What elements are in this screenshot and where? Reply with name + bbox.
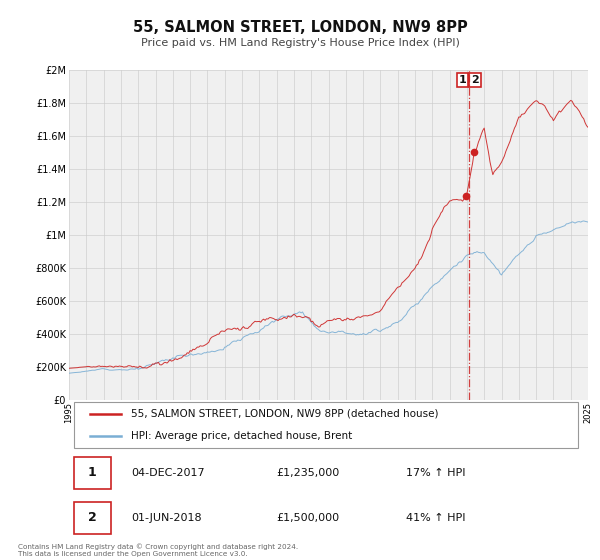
Text: 1: 1: [88, 466, 97, 479]
Text: Price paid vs. HM Land Registry's House Price Index (HPI): Price paid vs. HM Land Registry's House …: [140, 38, 460, 48]
Text: 55, SALMON STREET, LONDON, NW9 8PP: 55, SALMON STREET, LONDON, NW9 8PP: [133, 20, 467, 35]
Text: 41% ↑ HPI: 41% ↑ HPI: [406, 513, 466, 523]
Text: HPI: Average price, detached house, Brent: HPI: Average price, detached house, Bren…: [131, 431, 353, 441]
FancyBboxPatch shape: [74, 402, 578, 449]
Text: 04-DEC-2017: 04-DEC-2017: [131, 468, 205, 478]
Text: Contains HM Land Registry data © Crown copyright and database right 2024.
This d: Contains HM Land Registry data © Crown c…: [18, 544, 298, 557]
Text: 01-JUN-2018: 01-JUN-2018: [131, 513, 202, 523]
Text: 17% ↑ HPI: 17% ↑ HPI: [406, 468, 466, 478]
Text: 2: 2: [471, 75, 479, 85]
FancyBboxPatch shape: [74, 502, 110, 534]
Text: £1,500,000: £1,500,000: [277, 513, 340, 523]
Text: 2: 2: [88, 511, 97, 524]
Text: 55, SALMON STREET, LONDON, NW9 8PP (detached house): 55, SALMON STREET, LONDON, NW9 8PP (deta…: [131, 409, 439, 419]
Text: 1: 1: [459, 75, 466, 85]
FancyBboxPatch shape: [74, 458, 110, 489]
Text: £1,235,000: £1,235,000: [277, 468, 340, 478]
